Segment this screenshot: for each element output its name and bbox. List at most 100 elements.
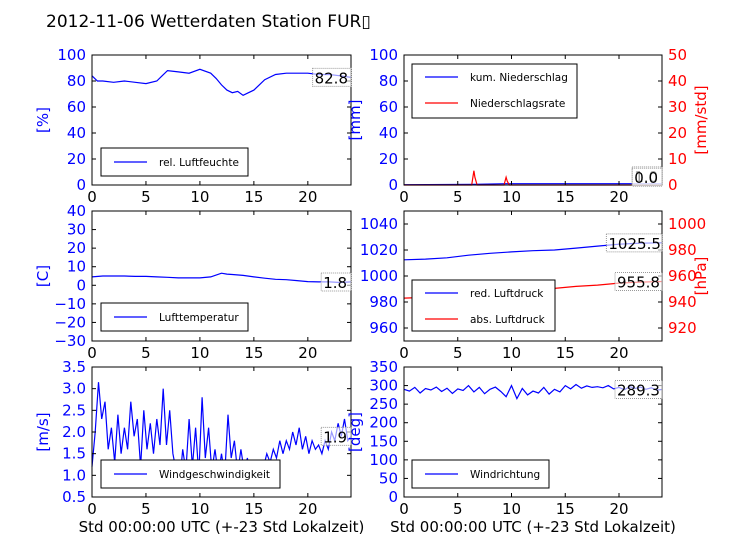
ytick-right-label-precip-0: 0 — [668, 176, 678, 194]
ytick-label-wind_speed-4: 2.5 — [62, 401, 86, 419]
legend-wind_direction: Windrichtung — [411, 459, 550, 489]
annotation-wind_speed: 1.9 — [323, 428, 347, 446]
legend-label-wind_speed-0: Windgeschwindigkeit — [159, 469, 270, 481]
ytick-label-wind_direction-0: 0 — [388, 488, 398, 506]
ytick-label-wind_direction-7: 350 — [369, 358, 398, 376]
xtick-label-wind_direction-1: 5 — [453, 500, 463, 518]
xtick-label-temperature-4: 20 — [298, 344, 317, 362]
ytick-label-humidity-0: 0 — [76, 176, 86, 194]
annotation-wind_speed-box — [320, 426, 352, 446]
ylabel-right-precip: [mm/std] — [692, 85, 710, 154]
chart-panel-humidity: 0 5 10 15 20 0 20 40 60 80 100 [%] 82.8 rel. Luftfeuc… — [34, 46, 352, 206]
ytick-label-temperature-5: 20 — [67, 239, 86, 257]
annotation-right-precip-box — [631, 167, 663, 187]
legend-label-wind_direction-0: Windrichtung — [470, 469, 540, 481]
ytick-label-temperature-0: −30 — [54, 332, 86, 350]
legend-frame-pressure — [411, 279, 556, 332]
annotation-pressure: 1025.5 — [608, 235, 661, 253]
xtick-label-temperature-3: 15 — [244, 344, 263, 362]
xtick-label-pressure-1: 5 — [453, 344, 463, 362]
annotation-wind_direction: 289.3 — [617, 382, 660, 400]
xtick-label-wind_direction-3: 15 — [556, 500, 575, 518]
ytick-label-pressure-4: 1040 — [360, 215, 398, 233]
xtick-label-precip-2: 10 — [502, 188, 521, 206]
ytick-label-wind_direction-4: 200 — [369, 414, 398, 432]
legend-label-precip-1: Niederschlagsrate — [470, 98, 565, 110]
ytick-label-precip-5: 100 — [369, 46, 398, 64]
series-line-wind_speed-0 — [91, 382, 352, 487]
ytick-label-precip-4: 80 — [379, 72, 398, 90]
annotation-pressure-box — [605, 233, 663, 253]
legend-frame-precip — [411, 63, 578, 119]
legend-wind_speed: Windgeschwindigkeit — [100, 459, 281, 489]
xtick-label-precip-0: 0 — [399, 188, 409, 206]
ylabel-precip: [mm] — [346, 100, 364, 141]
annotation-humidity-box — [312, 67, 352, 87]
xtick-label-pressure-4: 20 — [609, 344, 628, 362]
ytick-label-pressure-1: 980 — [369, 293, 398, 311]
xtick-label-wind_direction-4: 20 — [609, 500, 628, 518]
legend-humidity: rel. Luftfeuchte — [100, 147, 249, 177]
ytick-label-wind_direction-5: 250 — [369, 395, 398, 413]
figure-title: 2012-11-06 Wetterdaten Station FUR▯ — [46, 12, 371, 32]
ytick-right-label-pressure-4: 1000 — [668, 215, 706, 233]
plot-frame-wind_direction — [403, 366, 663, 498]
xlabel-wind_direction: Std 00:00:00 UTC (+-23 Std Lokalzeit) — [390, 518, 676, 536]
xtick-label-precip-4: 20 — [609, 188, 628, 206]
ytick-label-wind_speed-2: 1.5 — [62, 445, 86, 463]
ytick-label-humidity-1: 20 — [67, 150, 86, 168]
ytick-label-wind_speed-3: 2.0 — [62, 423, 86, 441]
xtick-label-pressure-0: 0 — [399, 344, 409, 362]
ytick-label-temperature-1: −20 — [54, 313, 86, 331]
xtick-label-humidity-4: 20 — [298, 188, 317, 206]
xtick-label-humidity-0: 0 — [87, 188, 97, 206]
ytick-right-label-precip-4: 40 — [668, 72, 687, 90]
xtick-label-precip-1: 5 — [453, 188, 463, 206]
annotation-right-pressure: 955.8 — [617, 273, 660, 291]
xtick-label-precip-3: 15 — [556, 188, 575, 206]
ytick-label-pressure-3: 1020 — [360, 241, 398, 259]
xtick-label-pressure-2: 10 — [502, 344, 521, 362]
xtick-label-humidity-1: 5 — [141, 188, 151, 206]
legend-label-precip-0: kum. Niederschlag — [470, 72, 568, 84]
legend-label-pressure-1: abs. Luftdruck — [470, 314, 546, 326]
ytick-right-label-precip-1: 10 — [668, 150, 687, 168]
ytick-label-wind_speed-1: 1.0 — [62, 466, 86, 484]
ytick-label-wind_speed-6: 3.5 — [62, 358, 86, 376]
ytick-label-wind_direction-2: 100 — [369, 451, 398, 469]
xlabel-wind_speed: Std 00:00:00 UTC (+-23 Std Lokalzeit) — [79, 518, 365, 536]
ytick-label-temperature-3: 0 — [76, 276, 86, 294]
xtick-label-temperature-2: 10 — [190, 344, 209, 362]
xtick-label-wind_speed-4: 20 — [298, 500, 317, 518]
ytick-label-temperature-2: −10 — [54, 295, 86, 313]
xtick-label-wind_direction-2: 10 — [502, 500, 521, 518]
annotation-temperature-box — [320, 272, 352, 292]
legend-label-temperature-0: Lufttemperatur — [159, 312, 239, 324]
ytick-label-pressure-2: 1000 — [360, 267, 398, 285]
plot-frame-precip — [403, 54, 663, 186]
ytick-right-label-precip-2: 20 — [668, 124, 687, 142]
chart-panel-pressure: 0 5 10 15 20 960 980 1000 1020 1040 920 940 960 980 10… — [360, 210, 710, 362]
ytick-label-humidity-3: 60 — [67, 98, 86, 116]
chart-panel-precip: 0 5 10 15 20 0 20 40 60 80 100 0 10 20 30 40 50 [mm] [mm/s… — [346, 46, 710, 206]
annotation-right-pressure-box — [614, 271, 663, 291]
legend-precip: kum. Niederschlag Niederschlagsrate — [411, 63, 578, 119]
ylabel-wind_direction: [deg] — [346, 412, 364, 452]
xtick-label-wind_speed-0: 0 — [87, 500, 97, 518]
xtick-label-humidity-2: 10 — [190, 188, 209, 206]
annotation-wind_direction-box — [614, 380, 663, 400]
ytick-label-temperature-7: 40 — [67, 202, 86, 220]
ytick-label-humidity-5: 100 — [57, 46, 86, 64]
ytick-label-precip-0: 0 — [388, 176, 398, 194]
ytick-label-temperature-6: 30 — [67, 221, 86, 239]
ytick-label-wind_speed-0: 0.5 — [62, 488, 86, 506]
annotation-humidity: 82.8 — [315, 69, 348, 87]
ytick-label-pressure-0: 960 — [369, 319, 398, 337]
ytick-right-label-pressure-2: 960 — [668, 267, 697, 285]
plot-frame-humidity — [91, 54, 352, 186]
ytick-label-precip-1: 20 — [379, 150, 398, 168]
legend-pressure: red. Luftdruck abs. Luftdruck — [411, 279, 556, 332]
ytick-right-label-pressure-0: 920 — [668, 319, 697, 337]
